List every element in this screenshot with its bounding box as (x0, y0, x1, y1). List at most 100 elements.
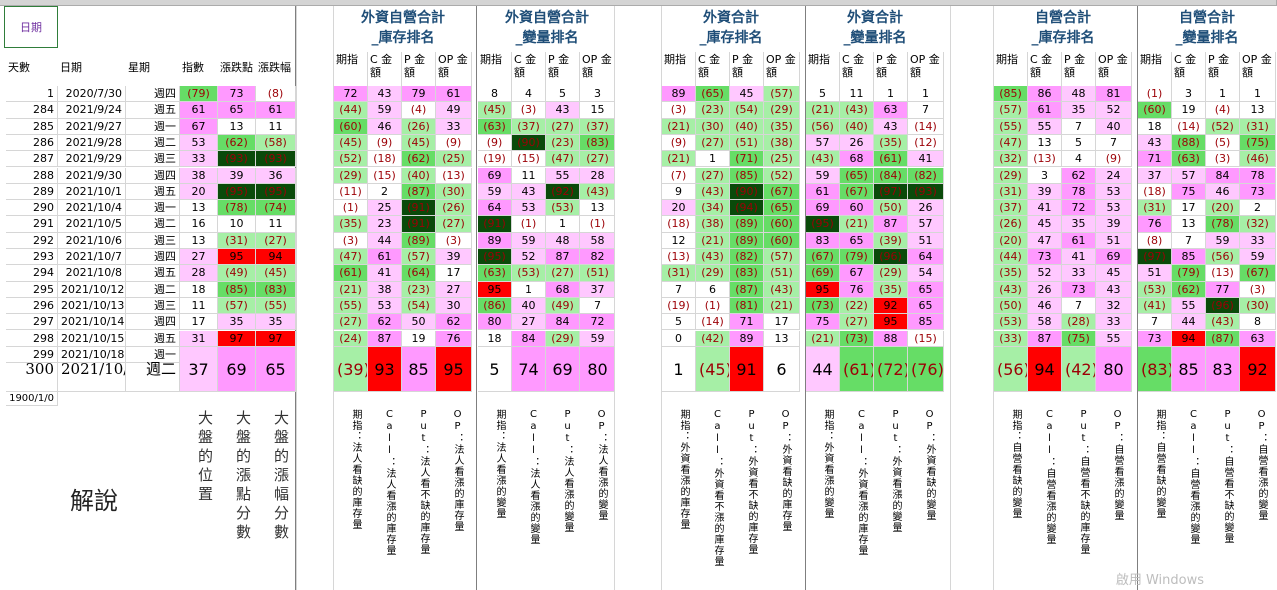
table-cell[interactable]: 52 (1028, 265, 1062, 282)
table-cell[interactable]: 13 (180, 200, 218, 217)
table-cell[interactable]: 64 (908, 249, 944, 266)
table-cell[interactable]: 65 (908, 281, 944, 298)
table-cell[interactable]: 2021/10/14 (58, 314, 126, 331)
table-cell[interactable]: (13) (1028, 151, 1062, 168)
table-cell[interactable]: 41 (1062, 249, 1096, 266)
group-column-header[interactable]: OP 金額 (580, 52, 616, 86)
table-cell[interactable]: 17 (1172, 200, 1206, 217)
table-cell[interactable]: 41 (908, 151, 944, 168)
table-cell[interactable]: (67) (1240, 265, 1276, 282)
group-column-header[interactable]: P 金額 (402, 52, 436, 86)
extra-row-date[interactable]: 1900/1/0 (6, 392, 58, 406)
table-cell[interactable]: (21) (806, 330, 840, 347)
table-cell[interactable]: (13) (662, 249, 696, 266)
table-cell[interactable]: (65) (840, 167, 874, 184)
table-cell[interactable]: (3) (512, 102, 546, 119)
summary-cell[interactable]: 83 (1206, 347, 1240, 392)
table-cell[interactable]: 61 (368, 249, 402, 266)
table-cell[interactable]: (20) (994, 232, 1028, 249)
table-cell[interactable]: (35) (334, 216, 368, 233)
table-cell[interactable]: 46 (1206, 183, 1240, 201)
table-cell[interactable]: (52) (1206, 118, 1240, 135)
table-cell[interactable]: (56) (806, 118, 840, 135)
table-cell[interactable]: (60) (764, 216, 800, 233)
table-cell[interactable]: 1 (546, 216, 580, 233)
table-cell[interactable]: (69) (806, 265, 840, 282)
group-column-header[interactable]: OP 金額 (436, 52, 472, 86)
summary-cell[interactable]: 1 (662, 347, 696, 392)
table-cell[interactable]: (43) (696, 249, 730, 266)
table-cell[interactable]: 18 (1138, 118, 1172, 135)
table-cell[interactable]: (43) (840, 102, 874, 119)
table-cell[interactable]: 76 (436, 330, 472, 347)
table-cell[interactable]: (87) (1206, 330, 1240, 347)
summary-cell[interactable]: 91 (730, 347, 764, 392)
table-cell[interactable]: 69 (1096, 249, 1132, 266)
table-cell[interactable]: (43) (994, 281, 1028, 298)
table-cell[interactable]: (55) (334, 297, 368, 315)
table-cell[interactable]: (73) (806, 297, 840, 315)
table-cell[interactable]: 33 (1062, 265, 1096, 282)
table-cell[interactable]: (55) (994, 118, 1028, 135)
table-cell[interactable]: (24) (334, 330, 368, 347)
table-cell[interactable]: 295 (6, 281, 58, 298)
table-cell[interactable]: (43) (806, 151, 840, 168)
left-column-header[interactable]: 星期 (128, 61, 150, 74)
table-cell[interactable]: 286 (6, 134, 58, 152)
table-cell[interactable]: 2021/9/27 (58, 118, 126, 135)
table-cell[interactable]: 週一 (126, 200, 180, 217)
table-cell[interactable]: (61) (874, 151, 908, 168)
table-cell[interactable]: (27) (256, 232, 296, 249)
table-cell[interactable]: 79 (402, 86, 436, 103)
summary-cell[interactable]: 69 (218, 347, 256, 392)
summary-cell[interactable]: 5 (478, 347, 512, 392)
table-cell[interactable]: 2021/10/5 (58, 216, 126, 233)
table-cell[interactable]: (27) (546, 118, 580, 135)
table-cell[interactable]: 7 (1062, 297, 1096, 315)
table-cell[interactable]: (44) (334, 102, 368, 119)
table-cell[interactable]: 95 (218, 249, 256, 266)
table-cell[interactable]: 39 (436, 249, 472, 266)
table-cell[interactable]: 週四 (126, 314, 180, 331)
table-cell[interactable]: (58) (256, 134, 296, 152)
table-cell[interactable]: 2021/10/15 (58, 330, 126, 347)
table-cell[interactable]: 32 (1096, 297, 1132, 315)
table-cell[interactable]: (37) (580, 118, 616, 135)
summary-cell[interactable]: (83) (1138, 347, 1172, 392)
table-cell[interactable]: 63 (874, 102, 908, 119)
table-cell[interactable]: 37 (1138, 167, 1172, 184)
table-cell[interactable]: (41) (1138, 297, 1172, 315)
table-cell[interactable]: 51 (908, 232, 944, 249)
table-cell[interactable]: 41 (368, 265, 402, 282)
table-cell[interactable]: 84 (512, 330, 546, 347)
table-cell[interactable]: (37) (512, 118, 546, 135)
table-cell[interactable]: (47) (334, 249, 368, 266)
table-cell[interactable]: 38 (368, 281, 402, 298)
table-cell[interactable]: (93) (256, 151, 296, 168)
table-cell[interactable]: 週三 (126, 297, 180, 315)
table-cell[interactable]: 2021/10/7 (58, 249, 126, 266)
table-cell[interactable]: 1 (696, 151, 730, 168)
table-cell[interactable]: (9) (478, 134, 512, 152)
table-cell[interactable]: 13 (764, 330, 800, 347)
table-cell[interactable]: 19 (402, 330, 436, 347)
table-cell[interactable]: 8 (478, 86, 512, 103)
table-cell[interactable]: 28 (580, 167, 616, 184)
left-column-header[interactable]: 日期 (60, 61, 82, 74)
table-cell[interactable]: 35 (1062, 216, 1096, 233)
table-cell[interactable]: (1) (696, 297, 730, 315)
table-cell[interactable]: (91) (402, 216, 436, 233)
table-cell[interactable]: (27) (334, 314, 368, 331)
table-cell[interactable]: (29) (874, 265, 908, 282)
table-cell[interactable]: (81) (730, 297, 764, 315)
table-cell[interactable]: (34) (696, 200, 730, 217)
table-cell[interactable]: (78) (218, 200, 256, 217)
table-cell[interactable]: (31) (662, 265, 696, 282)
table-cell[interactable]: 51 (1096, 232, 1132, 249)
summary-cell[interactable]: (72) (874, 347, 908, 392)
table-cell[interactable]: 7 (580, 297, 616, 315)
table-cell[interactable]: 7 (908, 102, 944, 119)
table-cell[interactable]: 78 (1062, 183, 1096, 201)
table-cell[interactable]: (23) (546, 134, 580, 152)
table-cell[interactable]: 68 (546, 281, 580, 298)
